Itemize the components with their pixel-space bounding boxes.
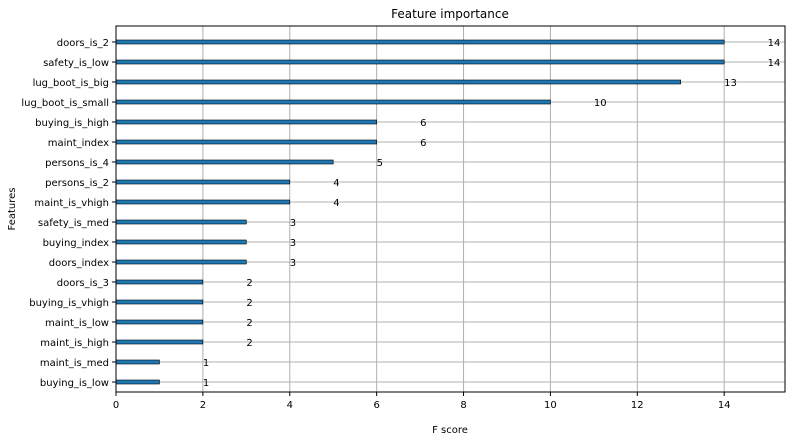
bar <box>115 59 725 65</box>
y-category-label: doors_index <box>49 258 109 269</box>
bars <box>115 39 725 385</box>
bar-value-label: 2 <box>246 338 252 349</box>
bar <box>115 159 334 165</box>
bar <box>115 179 291 185</box>
x-tick-label: 8 <box>460 400 466 411</box>
bar <box>115 279 204 285</box>
bar <box>115 199 291 205</box>
y-category-label: maint_is_vhigh <box>34 198 109 209</box>
bar-value-label: 4 <box>333 198 339 209</box>
bar-value-label: 2 <box>246 318 252 329</box>
bar-value-label: 3 <box>290 238 296 249</box>
bar-value-label: 3 <box>290 258 296 269</box>
bar-value-label: 14 <box>768 38 781 49</box>
bar-value-label: 10 <box>594 98 607 109</box>
y-category-label: persons_is_4 <box>45 158 109 169</box>
y-category-label: maint_index <box>48 138 109 149</box>
y-category-label: buying_is_vhigh <box>29 298 109 309</box>
bar <box>115 299 204 305</box>
y-category-label: safety_is_low <box>43 58 109 69</box>
bar-value-label: 1 <box>203 378 209 389</box>
bar <box>115 99 551 105</box>
bar-value-label: 2 <box>246 298 252 309</box>
x-tick-label: 6 <box>373 400 379 411</box>
bar <box>115 119 377 125</box>
x-tick-label: 14 <box>718 400 731 411</box>
bar-value-label: 6 <box>420 118 426 129</box>
bar-value-label: 6 <box>420 138 426 149</box>
x-tick-label: 0 <box>113 400 119 411</box>
y-category-labels: doors_is_2 safety_is_low lug_boot_is_biglu… <box>21 38 116 389</box>
y-axis-title: Features <box>7 188 18 231</box>
y-category-label: buying_is_low <box>40 378 109 389</box>
bar <box>115 139 377 145</box>
bar-value-label: 14 <box>768 58 781 69</box>
bar <box>115 319 204 325</box>
y-category-label: doors_is_3 <box>57 278 109 289</box>
y-category-label: doors_is_2 <box>57 38 109 49</box>
y-category-label: safety_is_med <box>38 218 109 229</box>
x-tick-labels: 0 2 4 6 8 10 12 14 <box>113 392 731 411</box>
y-category-label: lug_boot_is_big <box>33 78 109 89</box>
y-category-label: maint_is_high <box>40 338 109 349</box>
bar <box>115 219 247 225</box>
chart-title: Feature importance <box>391 7 509 21</box>
bar <box>115 379 160 385</box>
bar <box>115 359 160 365</box>
y-category-label: maint_is_low <box>45 318 109 329</box>
y-category-label: maint_is_med <box>40 358 109 369</box>
bar-value-label: 4 <box>333 178 339 189</box>
bar-value-label: 13 <box>724 78 737 89</box>
bar <box>115 39 725 45</box>
y-category-label: buying_index <box>43 238 110 249</box>
bar-value-label: 5 <box>377 158 383 169</box>
bar <box>115 79 682 85</box>
x-tick-label: 12 <box>631 400 644 411</box>
bar-value-label: 1 <box>203 358 209 369</box>
y-category-label: buying_is_high <box>35 118 109 129</box>
bar <box>115 259 247 265</box>
y-category-label: lug_boot_is_small <box>21 98 109 109</box>
bar <box>115 339 204 345</box>
x-tick-label: 4 <box>287 400 293 411</box>
x-axis-title: F score <box>432 425 468 436</box>
bar-value-label: 2 <box>246 278 252 289</box>
x-tick-label: 2 <box>200 400 206 411</box>
bar-value-labels: 14 14 13 10 6 6 5 4 4 3 3 3 2 2 2 2 1 1 <box>203 38 780 389</box>
x-tick-label: 10 <box>544 400 557 411</box>
bar <box>115 239 247 245</box>
bar-value-label: 3 <box>290 218 296 229</box>
plot-frame <box>115 25 786 393</box>
y-category-label: persons_is_2 <box>45 178 109 189</box>
